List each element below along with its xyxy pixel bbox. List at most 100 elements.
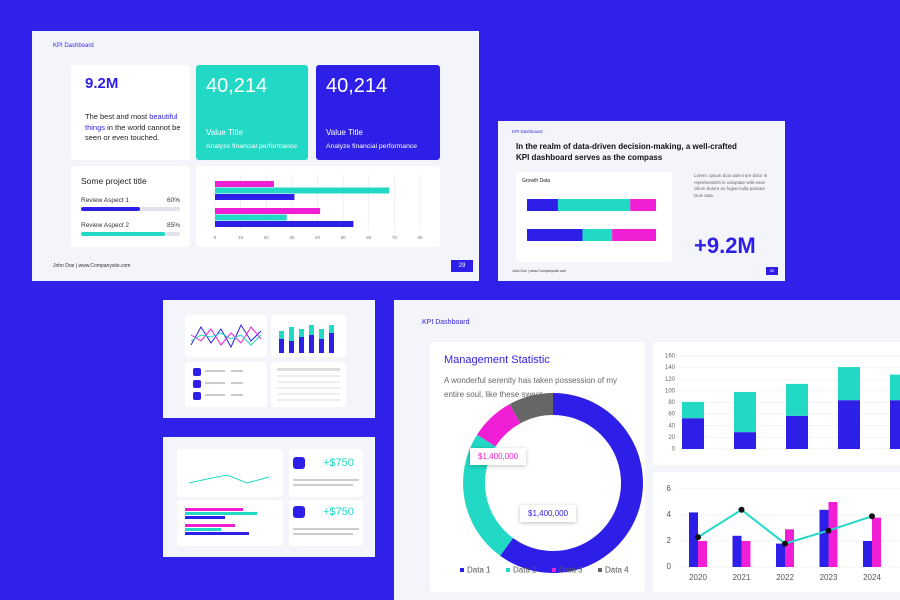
decoration bbox=[279, 325, 334, 353]
highlight: beautiful things bbox=[85, 112, 178, 132]
bar bbox=[819, 509, 829, 567]
y-tick-label: 40 bbox=[668, 423, 675, 429]
progress-bar bbox=[81, 232, 166, 236]
bar bbox=[863, 541, 872, 567]
x-tick-label: 60 bbox=[366, 235, 372, 240]
chart: Data 1 Data 2 Data 3 Data 4 bbox=[460, 393, 644, 575]
bar-segment bbox=[682, 401, 704, 419]
chart: 0 2 4 6 2020 2021 2022 2023 2024 bbox=[667, 484, 900, 582]
text: in the world cannot be seen or even touc… bbox=[85, 122, 181, 143]
x-tick-label: 20 bbox=[264, 235, 270, 240]
x-tick-label: 50 bbox=[341, 235, 347, 240]
bar bbox=[215, 208, 321, 214]
bar-segment bbox=[630, 199, 656, 211]
footer: John Doe | www.Companysite.com bbox=[512, 269, 567, 273]
decoration bbox=[185, 508, 257, 535]
chart-card: 0 20 40 60 80 100 120 140 160 bbox=[653, 342, 900, 465]
x-tick-label: 2024 bbox=[863, 573, 881, 582]
legend-swatch bbox=[598, 568, 602, 572]
legend-label: Data 3 bbox=[559, 566, 583, 575]
decoration bbox=[193, 368, 243, 400]
card-value: 40,214 bbox=[206, 75, 268, 97]
text-line bbox=[293, 479, 359, 481]
x-tick-label: 0 bbox=[214, 235, 217, 240]
body-text: Lorem. Ipsum duis aute irure dolor in re… bbox=[694, 173, 768, 198]
bar bbox=[215, 221, 354, 227]
aspect-name: Review Aspect 2 bbox=[81, 222, 130, 229]
heading: In the realm of data-driven decision-mak… bbox=[516, 142, 737, 162]
kpi-value: +$750 bbox=[323, 457, 354, 469]
project-title: Some project title bbox=[81, 176, 147, 186]
mini-card bbox=[185, 315, 267, 357]
y-tick-label: 120 bbox=[665, 377, 676, 383]
bar-segment bbox=[890, 400, 900, 449]
x-tick-label: 2022 bbox=[776, 573, 794, 582]
bar-segment bbox=[682, 418, 704, 449]
chart-card: Growth Data bbox=[516, 172, 672, 262]
slide: KPI Dashboard Data 1 Data 2 Data 3 Data 4 M… bbox=[394, 300, 900, 600]
slide: KPI Dashboard 9.2M The best and most bea… bbox=[32, 31, 479, 281]
chart-card: 0 10 20 30 40 50 60 70 80 bbox=[196, 166, 440, 247]
line-point bbox=[825, 527, 832, 534]
y-tick-label: 4 bbox=[667, 510, 672, 519]
x-tick-label: 70 bbox=[392, 235, 398, 240]
bar bbox=[776, 543, 785, 567]
kpi-value: +9.2M bbox=[694, 233, 756, 258]
bar bbox=[215, 181, 274, 187]
text-line bbox=[293, 533, 353, 535]
slide-label: KPI Dashboard bbox=[53, 43, 94, 49]
y-tick-label: 160 bbox=[665, 354, 676, 360]
mini-card bbox=[271, 315, 346, 357]
legend-swatch bbox=[552, 568, 556, 572]
chart-card: 0 2 4 6 2020 2021 2022 2023 2024 bbox=[653, 472, 900, 592]
y-tick-label: 20 bbox=[668, 435, 675, 441]
value-card: 40,214 Value Title Analyze financial per… bbox=[316, 65, 440, 160]
bar-segment bbox=[734, 432, 756, 449]
annotation: $1,400,000 bbox=[520, 505, 577, 522]
bar bbox=[698, 541, 707, 567]
decoration bbox=[277, 368, 340, 401]
bar-segment bbox=[527, 229, 583, 241]
card-title: Value Title bbox=[206, 128, 243, 137]
value-card: 40,214 Value Title Analyze financial per… bbox=[196, 65, 308, 160]
legend-swatch bbox=[460, 568, 464, 572]
chart-title: Growth Data bbox=[522, 178, 551, 184]
legend-swatch bbox=[506, 568, 510, 572]
bar-segment bbox=[527, 199, 558, 211]
decoration bbox=[190, 323, 262, 349]
footer: John Doe | www.Companysite.com bbox=[53, 263, 131, 269]
progress-track bbox=[81, 207, 180, 211]
kpi-card: +$750 bbox=[289, 449, 363, 497]
x-tick-label: 2023 bbox=[820, 573, 838, 582]
bar bbox=[732, 535, 742, 567]
x-tick-label: 2021 bbox=[733, 573, 751, 582]
chart: 0 20 40 60 80 100 120 140 160 bbox=[665, 354, 900, 453]
legend-label: Data 1 bbox=[467, 566, 491, 575]
bar-segment bbox=[557, 199, 631, 211]
aspect-label: 85% bbox=[166, 222, 180, 229]
bar-segment bbox=[786, 415, 808, 449]
y-tick-label: 80 bbox=[668, 400, 675, 406]
icon bbox=[293, 506, 305, 518]
line-point bbox=[869, 513, 875, 520]
bar-segment bbox=[786, 383, 808, 416]
line-point bbox=[695, 534, 701, 541]
bar bbox=[215, 214, 287, 221]
bar-segment bbox=[838, 400, 860, 449]
y-tick-label: 0 bbox=[672, 447, 676, 453]
slide bbox=[163, 300, 375, 418]
donut-segment bbox=[500, 393, 644, 573]
chart-subtitle: A wonderful serenity has taken possessio… bbox=[444, 376, 617, 399]
bar bbox=[828, 502, 838, 567]
donut-segment bbox=[477, 404, 521, 447]
progress-bar bbox=[81, 207, 141, 211]
project-card: Some project title Review Aspect 1 60% R… bbox=[71, 166, 190, 247]
chart-card: Data 1 Data 2 Data 3 Data 4 Management Stat… bbox=[430, 342, 645, 592]
kpi-card: +$750 bbox=[289, 500, 363, 546]
icon bbox=[293, 457, 305, 469]
bar bbox=[689, 512, 698, 567]
line-point bbox=[738, 506, 745, 513]
mini-card bbox=[177, 500, 283, 546]
legend-label: Data 2 bbox=[513, 566, 537, 575]
